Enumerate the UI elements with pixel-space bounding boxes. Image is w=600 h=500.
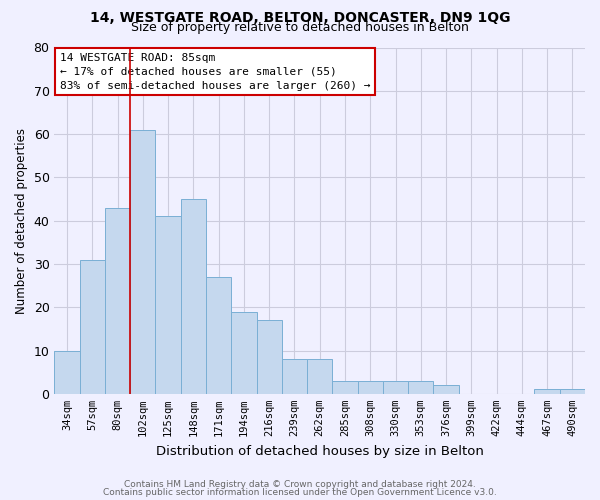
Bar bbox=[181, 199, 206, 394]
Bar bbox=[383, 381, 408, 394]
Bar bbox=[433, 385, 458, 394]
Bar bbox=[206, 277, 231, 394]
Bar bbox=[282, 359, 307, 394]
Bar bbox=[535, 390, 560, 394]
Text: Contains public sector information licensed under the Open Government Licence v3: Contains public sector information licen… bbox=[103, 488, 497, 497]
Bar bbox=[332, 381, 358, 394]
Bar bbox=[155, 216, 181, 394]
Bar bbox=[130, 130, 155, 394]
Bar bbox=[408, 381, 433, 394]
Text: 14 WESTGATE ROAD: 85sqm
← 17% of detached houses are smaller (55)
83% of semi-de: 14 WESTGATE ROAD: 85sqm ← 17% of detache… bbox=[60, 52, 370, 90]
Bar bbox=[307, 359, 332, 394]
Text: Contains HM Land Registry data © Crown copyright and database right 2024.: Contains HM Land Registry data © Crown c… bbox=[124, 480, 476, 489]
Bar bbox=[105, 208, 130, 394]
Bar bbox=[55, 350, 80, 394]
Text: 14, WESTGATE ROAD, BELTON, DONCASTER, DN9 1QG: 14, WESTGATE ROAD, BELTON, DONCASTER, DN… bbox=[90, 11, 510, 25]
Bar bbox=[231, 312, 257, 394]
X-axis label: Distribution of detached houses by size in Belton: Distribution of detached houses by size … bbox=[156, 444, 484, 458]
Bar bbox=[358, 381, 383, 394]
Y-axis label: Number of detached properties: Number of detached properties bbox=[15, 128, 28, 314]
Bar bbox=[80, 260, 105, 394]
Bar bbox=[257, 320, 282, 394]
Text: Size of property relative to detached houses in Belton: Size of property relative to detached ho… bbox=[131, 21, 469, 34]
Bar bbox=[560, 390, 585, 394]
